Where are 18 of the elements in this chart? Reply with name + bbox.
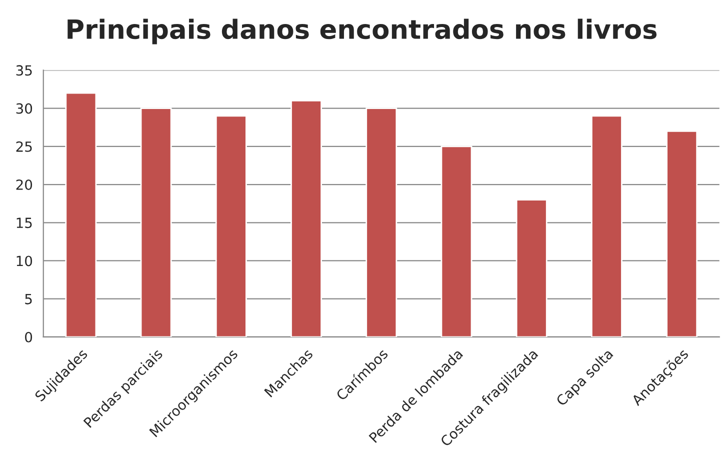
bar: [591, 115, 622, 337]
y-tick-label: 20: [16, 179, 32, 190]
bar: [516, 199, 548, 337]
y-tick-label: 10: [16, 256, 32, 266]
y-tick-label: 35: [16, 65, 32, 76]
y-tick-label: 0: [25, 332, 32, 342]
y-tick-label: 5: [25, 294, 32, 304]
bar: [366, 108, 398, 337]
bar: [65, 92, 97, 337]
y-tick-label: 30: [16, 103, 32, 114]
bar: [440, 146, 472, 337]
bar: [215, 115, 247, 337]
bar: [140, 108, 172, 337]
y-tick-label: 15: [16, 218, 32, 228]
bar: [290, 100, 322, 337]
chart-title: Principais danos encontrados nos livros: [68, 18, 657, 44]
bar: [666, 130, 698, 337]
y-tick-label: 25: [16, 141, 32, 152]
